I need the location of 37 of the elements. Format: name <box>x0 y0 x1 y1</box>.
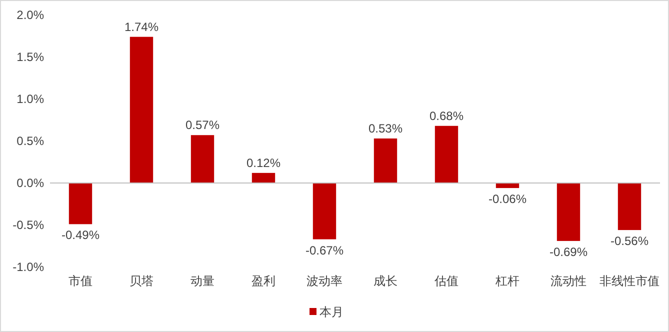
data-label: -0.67% <box>305 243 344 258</box>
bar <box>312 183 336 240</box>
data-label: 0.53% <box>368 121 403 136</box>
bar <box>618 183 642 230</box>
x-tick-label: 盈利 <box>252 274 276 288</box>
y-tick-label: 0.5% <box>16 134 44 148</box>
y-tick-label: -0.5% <box>12 218 44 232</box>
bar <box>374 138 398 183</box>
bar <box>190 135 214 183</box>
x-tick-label: 市值 <box>68 274 92 288</box>
y-tick-label: 2.0% <box>16 8 44 22</box>
data-label: -0.49% <box>61 228 100 242</box>
x-tick-label: 杠杆 <box>494 274 520 288</box>
y-tick-label: -1.0% <box>12 260 44 274</box>
y-tick-label: 0.0% <box>16 176 44 190</box>
x-tick-label: 估值 <box>434 274 458 288</box>
legend-label: 本月 <box>320 305 344 319</box>
bar <box>130 36 154 183</box>
x-tick-label: 成长 <box>374 274 398 288</box>
bar <box>252 172 276 183</box>
data-label: 0.68% <box>429 108 464 123</box>
bar <box>434 126 458 183</box>
x-tick-label: 贝塔 <box>130 274 154 288</box>
data-label: -0.06% <box>488 192 527 206</box>
data-label: 1.74% <box>124 20 159 34</box>
bar <box>556 183 580 241</box>
y-tick-label: 1.0% <box>16 92 44 106</box>
x-tick-label: 波动率 <box>306 274 342 288</box>
x-tick-label: 流动性 <box>550 274 586 288</box>
y-tick-label: 1.5% <box>16 50 44 64</box>
bar <box>68 183 92 224</box>
x-tick-label: 动量 <box>190 274 214 288</box>
data-label: 0.12% <box>246 156 281 170</box>
data-label: -0.56% <box>610 234 649 248</box>
data-label: -0.69% <box>549 244 588 259</box>
x-tick-label: 非线性市值 <box>600 274 660 288</box>
data-label: 0.57% <box>185 118 220 132</box>
